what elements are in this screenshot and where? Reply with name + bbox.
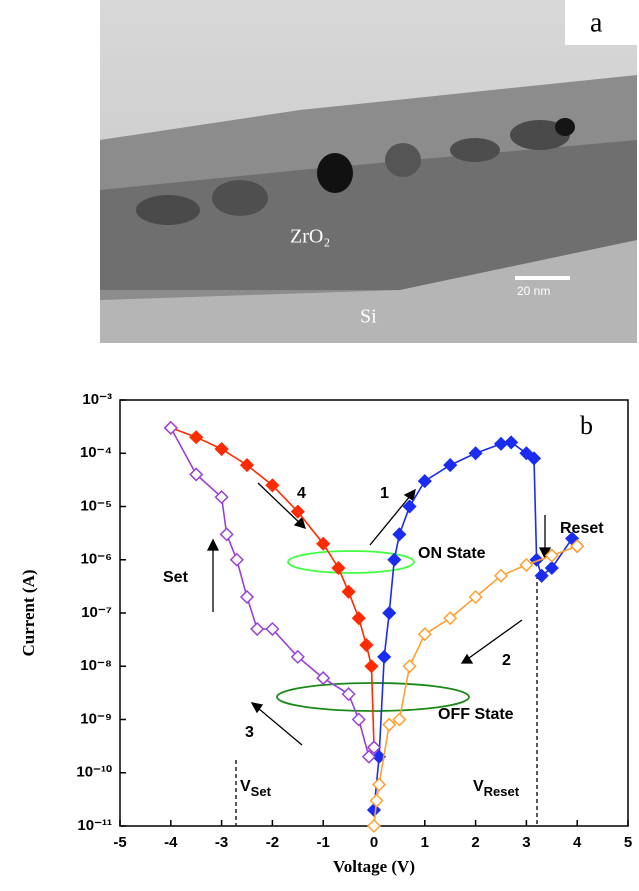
x-tick-label: -2 xyxy=(266,834,279,851)
layer-label: ZrO₂ xyxy=(290,226,330,248)
y-tick-label: 10⁻³ xyxy=(82,391,112,408)
y-tick-label: 10⁻¹⁰ xyxy=(76,764,112,781)
annotation: VSet xyxy=(240,778,272,799)
data-point xyxy=(163,420,178,435)
annotation: 4 xyxy=(297,485,306,502)
x-tick-label: -3 xyxy=(215,834,228,851)
data-point xyxy=(526,451,542,466)
x-tick-label: -4 xyxy=(164,834,178,851)
plot-frame xyxy=(119,399,629,827)
y-tick-label: 10⁻¹¹ xyxy=(77,817,112,834)
data-point xyxy=(443,458,458,473)
data-point xyxy=(366,818,382,834)
annotation-subscript: Reset xyxy=(484,784,520,799)
data-point xyxy=(493,568,509,583)
data-point xyxy=(417,474,432,489)
x-tick-label: 2 xyxy=(471,834,479,851)
x-axis-title: Voltage (V) xyxy=(333,857,415,876)
annotation: 1 xyxy=(380,485,389,502)
y-tick-label: 10⁻⁸ xyxy=(80,657,112,674)
x-tick-label: 3 xyxy=(522,834,530,851)
y-tick-label: 10⁻⁷ xyxy=(81,604,112,621)
data-point xyxy=(214,490,229,505)
data-point xyxy=(229,552,244,567)
data-point xyxy=(265,478,280,493)
annotation-symbol: V xyxy=(473,778,484,795)
data-point xyxy=(265,621,280,637)
y-axis-title: Current (A) xyxy=(19,569,38,656)
y-tick-label: 10⁻⁶ xyxy=(80,551,112,568)
y-tick-label: 10⁻⁵ xyxy=(80,497,112,514)
data-point xyxy=(443,611,458,626)
annotation: Set xyxy=(163,569,189,586)
tem-image xyxy=(100,0,637,343)
data-point xyxy=(468,589,483,605)
x-tick-label: 5 xyxy=(624,834,632,851)
series-line xyxy=(373,441,578,811)
data-point xyxy=(219,527,234,542)
panel-label: b xyxy=(580,411,593,440)
x-tick-label: 0 xyxy=(370,834,378,851)
data-point xyxy=(377,649,392,664)
data-point xyxy=(366,740,382,755)
y-tick-label: 10⁻⁴ xyxy=(80,444,112,461)
data-point xyxy=(331,560,346,576)
data-point xyxy=(290,504,305,519)
data-point xyxy=(493,436,509,451)
data-point xyxy=(351,611,366,626)
data-point xyxy=(544,548,559,563)
data-point xyxy=(382,605,397,621)
data-point xyxy=(387,552,402,567)
annotation: ON State xyxy=(418,545,486,562)
annotation-symbol: V xyxy=(240,778,251,795)
data-point xyxy=(392,712,407,727)
data-point xyxy=(402,499,417,514)
annotation: VReset xyxy=(473,778,520,799)
data-point xyxy=(468,446,483,461)
annotation: 3 xyxy=(245,724,254,741)
x-tick-label: -1 xyxy=(317,834,330,851)
data-point xyxy=(364,659,379,674)
annotations-graphics xyxy=(206,482,552,826)
data-point xyxy=(189,430,204,445)
x-tick-label: -5 xyxy=(113,834,126,851)
annotation: Reset xyxy=(560,520,604,537)
data-point xyxy=(504,435,519,450)
substrate-label: Si xyxy=(360,306,377,328)
data-point xyxy=(372,749,387,764)
data-point xyxy=(316,671,331,686)
data-point xyxy=(402,659,417,674)
data-point xyxy=(372,777,387,792)
data-point xyxy=(417,627,432,642)
y-tick-label: 10⁻⁹ xyxy=(80,710,112,727)
annotation-subscript: Set xyxy=(251,784,272,799)
data-point xyxy=(382,717,397,732)
data-point xyxy=(290,649,305,664)
data-point xyxy=(519,557,534,572)
annotation: OFF State xyxy=(438,706,514,723)
panel-label: a xyxy=(590,7,603,38)
data-point xyxy=(534,568,549,583)
data-point xyxy=(392,527,407,542)
data-point xyxy=(341,584,356,599)
data-point xyxy=(239,589,255,605)
data-point xyxy=(250,621,265,637)
data-point xyxy=(214,441,229,457)
data-point xyxy=(239,458,255,473)
x-tick-label: 4 xyxy=(573,834,582,851)
data-point xyxy=(341,687,356,702)
data-point xyxy=(316,536,331,551)
data-point xyxy=(359,637,374,653)
data-point xyxy=(369,793,384,808)
data-point xyxy=(189,467,204,482)
scale-bar-label: 20 nm xyxy=(517,284,550,298)
data-point xyxy=(351,712,366,727)
data-point xyxy=(544,560,559,576)
annotation: 2 xyxy=(502,652,511,669)
data-point xyxy=(570,539,585,554)
data-point xyxy=(361,749,376,764)
x-tick-label: 1 xyxy=(421,834,429,851)
